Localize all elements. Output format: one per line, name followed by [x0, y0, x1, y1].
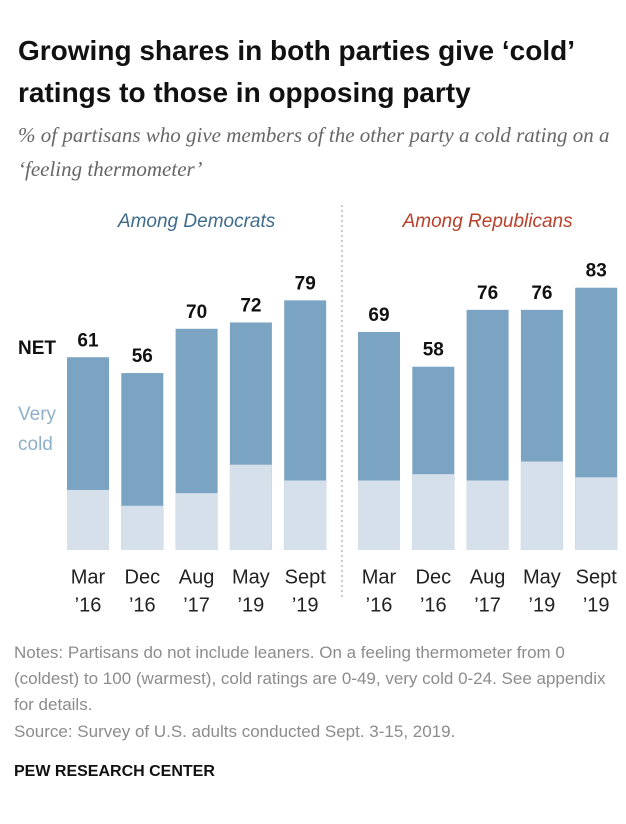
data-label: 72 — [240, 295, 261, 316]
chart: Among Democrats 61 56 70 72 79 Mar ’16 Dec ’16 Aug… — [67, 205, 618, 616]
x-tick-label: ’16 — [366, 594, 393, 616]
x-tick-label: ’16 — [129, 594, 156, 616]
data-label: 70 — [186, 302, 207, 323]
subtitle: % of partisans who give members of the o… — [18, 123, 610, 181]
x-tick-label: ’19 — [238, 594, 265, 616]
credit: PEW RESEARCH CENTER — [14, 763, 215, 780]
panel-title: Among Democrats — [117, 211, 276, 232]
x-tick-label: ’17 — [474, 594, 501, 616]
bar — [284, 480, 327, 550]
bar — [466, 480, 509, 550]
x-tick-label: ’16 — [75, 594, 102, 616]
x-tick-label: ’16 — [420, 594, 447, 616]
bar — [575, 477, 618, 550]
data-label: 61 — [77, 330, 99, 351]
x-tick-label: May — [232, 566, 270, 588]
x-tick-label: ’19 — [529, 594, 556, 616]
data-label: 79 — [295, 273, 316, 294]
legend-very-cold: Very cold — [18, 404, 57, 455]
data-label: 69 — [368, 305, 389, 326]
notes: Notes: Partisans do not include leaners.… — [14, 643, 606, 714]
data-label: 83 — [586, 261, 607, 282]
x-tick-label: Sept — [576, 566, 618, 588]
panel-title: Among Republicans — [402, 211, 574, 232]
data-label: 56 — [132, 346, 153, 367]
x-tick-label: Dec — [125, 566, 161, 588]
bar — [358, 480, 400, 550]
data-label: 58 — [423, 340, 444, 361]
source: Source: Survey of U.S. adults conducted … — [14, 722, 456, 741]
x-tick-label: ’19 — [583, 594, 610, 616]
bar — [520, 461, 563, 550]
data-label: 76 — [531, 283, 552, 304]
bar — [175, 493, 218, 550]
x-tick-label: May — [523, 566, 561, 588]
legend-net: NET — [18, 338, 56, 359]
x-tick-label: Aug — [470, 566, 506, 588]
x-tick-label: Mar — [71, 566, 106, 588]
bar — [229, 464, 272, 550]
x-tick-label: ’17 — [183, 594, 210, 616]
x-tick-label: Sept — [285, 566, 327, 588]
x-tick-label: Mar — [362, 566, 397, 588]
bar — [412, 474, 455, 550]
data-label: 76 — [477, 283, 498, 304]
title: Growing shares in both parties give ‘col… — [18, 35, 574, 108]
x-tick-label: Dec — [416, 566, 452, 588]
x-tick-label: Aug — [179, 566, 215, 588]
bar — [121, 505, 164, 550]
bar — [67, 489, 109, 550]
x-tick-label: ’19 — [292, 594, 319, 616]
